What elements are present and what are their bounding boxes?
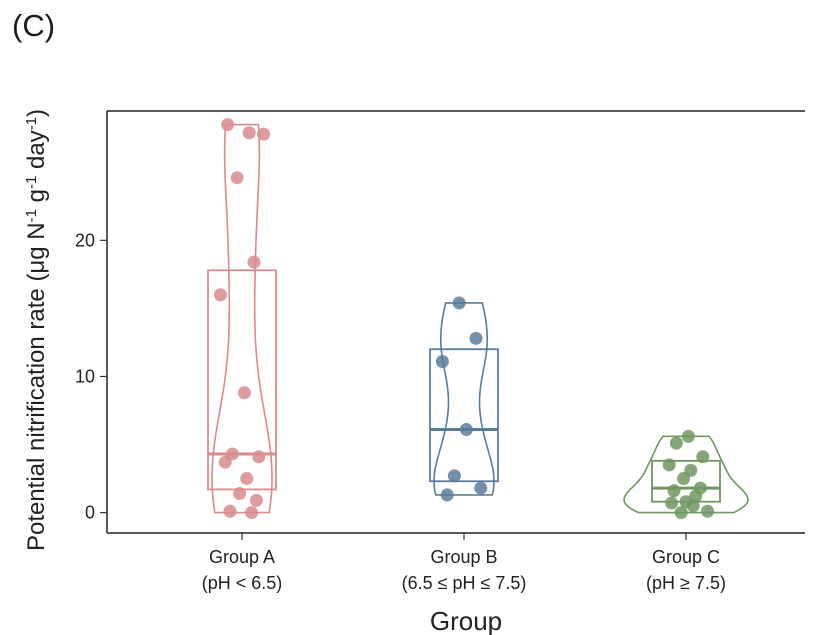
box-1 [429,348,499,483]
data-point [218,455,232,469]
violin-1 [433,302,495,496]
data-point [665,496,679,510]
x-tick-sublabel: (6.5 ≤ pH ≤ 7.5) [402,573,527,593]
data-point [230,171,244,185]
data-point [247,255,261,269]
box-0 [207,269,277,491]
data-point [223,504,237,518]
data-point [474,481,488,495]
data-point [677,472,691,486]
y-tick-label: 0 [85,503,95,523]
data-point [440,488,454,502]
data-point [701,504,715,518]
data-point [452,296,466,310]
x-tick-sublabel: (pH < 6.5) [202,573,283,593]
data-point [435,354,449,368]
x-axis-title: Group [430,606,502,635]
data-point [669,436,683,450]
violin-2 [623,435,749,514]
data-point [242,126,256,140]
x-tick-label: Group B [430,547,497,567]
data-point [696,450,710,464]
y-axis-title: Potential nitrification rate (μg N-1 g-1… [23,109,51,551]
data-point [257,127,271,141]
x-tick-label: Group A [209,547,275,567]
data-point [469,331,483,345]
data-point [233,487,247,501]
data-point [674,506,688,520]
data-point [662,458,676,472]
data-point [221,118,235,132]
data-point [249,493,263,507]
x-tick-label: Group C [652,547,720,567]
data-point [459,423,473,437]
data-point [237,386,251,400]
panel-label: (C) [12,8,56,43]
y-tick-label: 20 [75,230,95,250]
data-point [213,288,227,302]
x-tick-sublabel: (pH ≥ 7.5) [646,573,726,593]
violin-0 [211,123,273,514]
data-point [245,506,259,520]
data-point [681,429,695,443]
y-tick-label: 10 [75,366,95,386]
data-point [252,450,266,464]
data-point [686,499,700,513]
data-point [447,469,461,483]
data-point [667,484,681,498]
data-point [240,472,254,486]
